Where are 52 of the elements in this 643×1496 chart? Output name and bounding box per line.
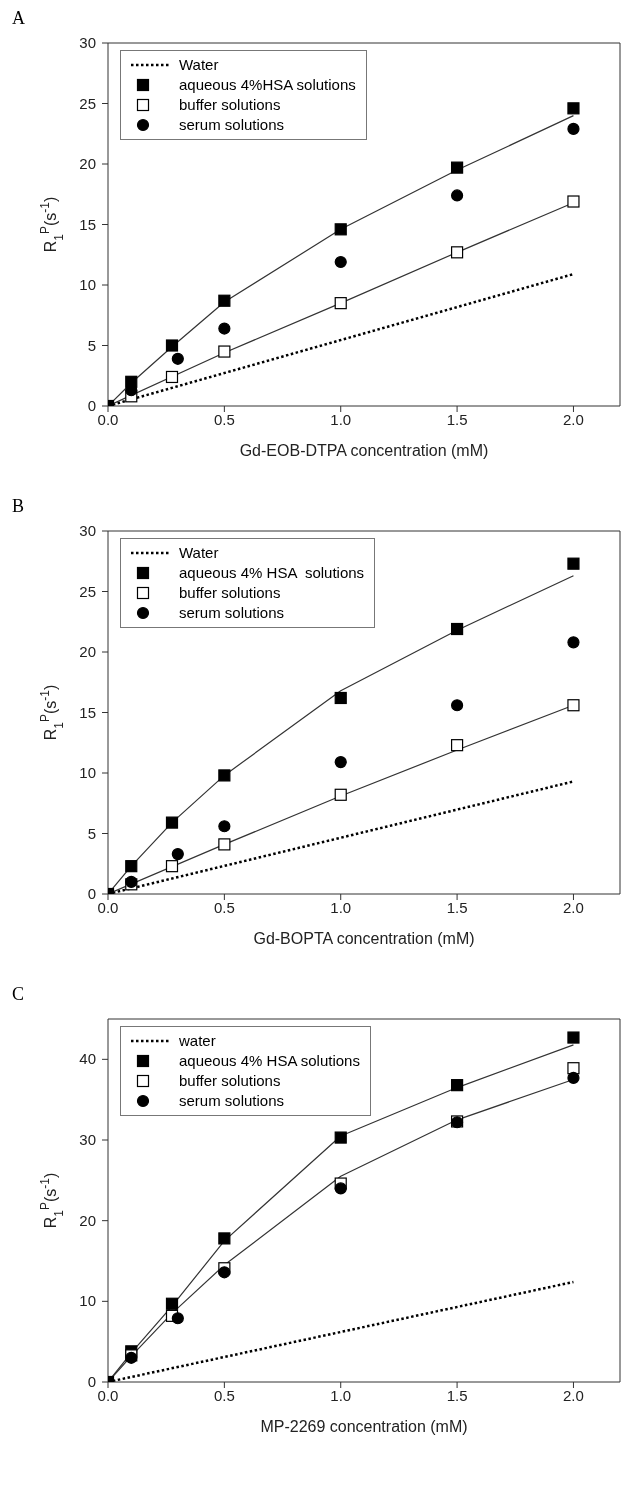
- legend-label: serum solutions: [179, 603, 285, 623]
- chart-title: A: [12, 8, 25, 29]
- legend-label: Water: [179, 543, 219, 563]
- x-tick-label: 1.0: [330, 898, 352, 916]
- x-tick-label: 0.0: [97, 898, 119, 916]
- legend-label: buffer solutions: [179, 1071, 281, 1091]
- x-tick-label: 0.0: [97, 410, 119, 428]
- legend-label: aqueous 4% HSA solutions: [179, 1051, 360, 1071]
- legend-label: aqueous 4% HSA solutions: [179, 563, 365, 583]
- legend-label: buffer solutions: [179, 583, 281, 603]
- legend-label: serum solutions: [179, 115, 285, 135]
- y-tick-label: 30: [79, 34, 96, 51]
- y-tick-label: 10: [79, 764, 96, 781]
- legend-label: aqueous 4%HSA solutions: [179, 75, 356, 95]
- y-tick-label: 30: [79, 522, 96, 539]
- y-tick-label: 20: [79, 1211, 96, 1229]
- legend-label: water: [179, 1031, 216, 1051]
- x-tick-label: 0.5: [213, 1386, 235, 1404]
- y-tick-label: 0: [87, 397, 96, 414]
- y-tick-label: 5: [87, 824, 96, 842]
- y-tick-label: 0: [87, 1373, 96, 1390]
- y-tick-label: 20: [79, 643, 96, 660]
- legend-label: buffer solutions: [179, 95, 281, 115]
- legend-label: Water: [179, 55, 219, 75]
- x-tick-label: 1.5: [446, 898, 468, 916]
- x-axis-title: Gd-EOB-DTPA concentration (mM): [239, 442, 489, 459]
- y-tick-label: 15: [79, 215, 96, 233]
- chart-title: B: [12, 496, 25, 517]
- y-tick-label: 5: [87, 336, 96, 354]
- y-tick-label: 25: [79, 582, 96, 600]
- x-tick-label: 2.0: [563, 410, 584, 428]
- x-tick-label: 1.0: [330, 410, 352, 428]
- x-tick-label: 1.0: [330, 1386, 352, 1404]
- x-tick-label: 2.0: [563, 1386, 584, 1404]
- y-tick-label: 25: [79, 94, 96, 112]
- y-tick-label: 0: [87, 885, 96, 902]
- x-tick-label: 0.0: [97, 1386, 119, 1404]
- x-tick-label: 0.5: [213, 898, 235, 916]
- legend-label: serum solutions: [179, 1091, 285, 1111]
- y-tick-label: 30: [79, 1131, 96, 1148]
- y-tick-label: 20: [79, 155, 96, 172]
- x-axis-title: Gd-BOPTA concentration (mM): [253, 930, 475, 947]
- x-tick-label: 1.5: [446, 410, 468, 428]
- x-tick-label: 1.5: [446, 1386, 468, 1404]
- chart-title: C: [12, 984, 25, 1005]
- x-axis-title: MP-2269 concentration (mM): [260, 1418, 468, 1435]
- y-tick-label: 40: [79, 1050, 96, 1068]
- y-tick-label: 15: [79, 703, 96, 721]
- x-tick-label: 0.5: [213, 410, 235, 428]
- y-tick-label: 10: [79, 1292, 96, 1310]
- y-tick-label: 10: [79, 276, 96, 293]
- x-tick-label: 2.0: [563, 898, 584, 916]
